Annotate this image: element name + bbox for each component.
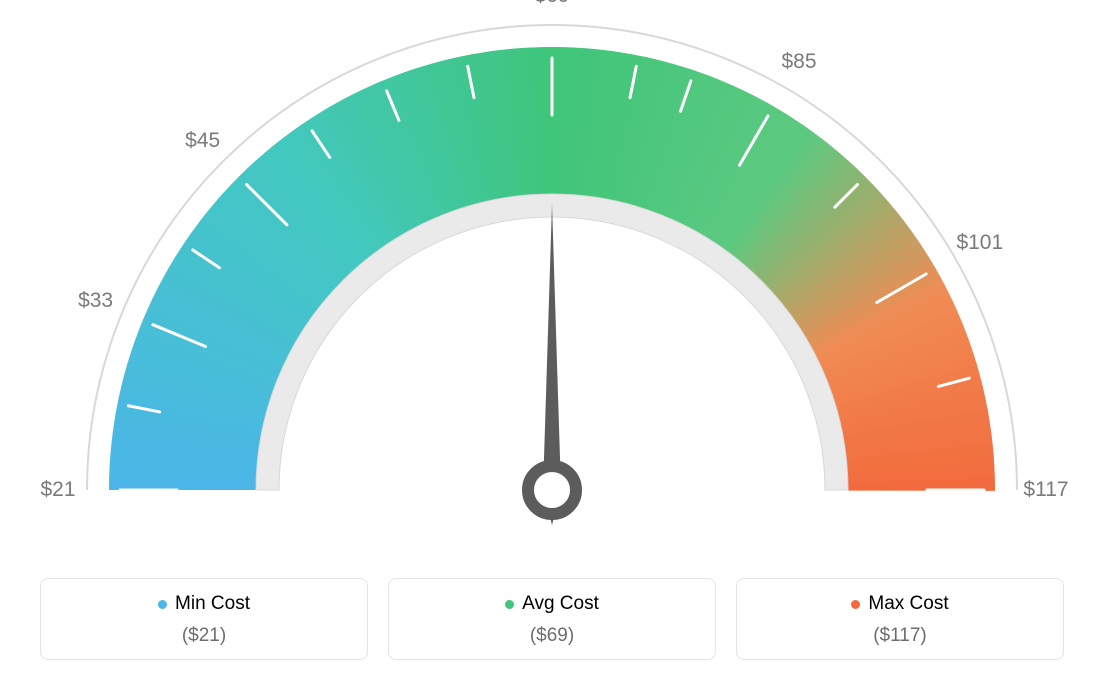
legend-card-avg: Avg Cost ($69) (388, 578, 716, 660)
legend-card-max: Max Cost ($117) (736, 578, 1064, 660)
legend-dot-min (158, 600, 167, 609)
legend-label-avg: Avg Cost (522, 593, 599, 615)
legend-title-max: Max Cost (851, 593, 948, 615)
legend-dot-max (851, 600, 860, 609)
gauge-tick-label: $101 (956, 231, 1003, 255)
legend-label-max: Max Cost (868, 593, 948, 615)
gauge-hub (528, 466, 576, 514)
legend-value-avg: ($69) (399, 625, 705, 647)
gauge-tick-label: $69 (534, 0, 569, 8)
legend-row: Min Cost ($21) Avg Cost ($69) Max Cost (… (40, 578, 1064, 660)
legend-value-min: ($21) (51, 625, 357, 647)
cost-gauge-container: $21 $33 $45 $69 $85 $101 $117 Min Cost ($21) A… (0, 0, 1104, 690)
legend-dot-avg (505, 600, 514, 609)
legend-title-avg: Avg Cost (505, 593, 599, 615)
legend-card-min: Min Cost ($21) (40, 578, 368, 660)
legend-title-min: Min Cost (158, 593, 250, 615)
gauge-tick-label: $21 (40, 478, 75, 502)
gauge-tick-label: $117 (1023, 478, 1068, 502)
gauge-svg (0, 0, 1104, 560)
legend-label-min: Min Cost (175, 593, 250, 615)
legend-value-max: ($117) (747, 625, 1053, 647)
gauge-tick-label: $45 (185, 129, 220, 153)
gauge-tick-label: $33 (78, 289, 113, 313)
gauge-tick-label: $85 (781, 50, 816, 74)
gauge-chart: $21 $33 $45 $69 $85 $101 $117 (0, 0, 1104, 560)
